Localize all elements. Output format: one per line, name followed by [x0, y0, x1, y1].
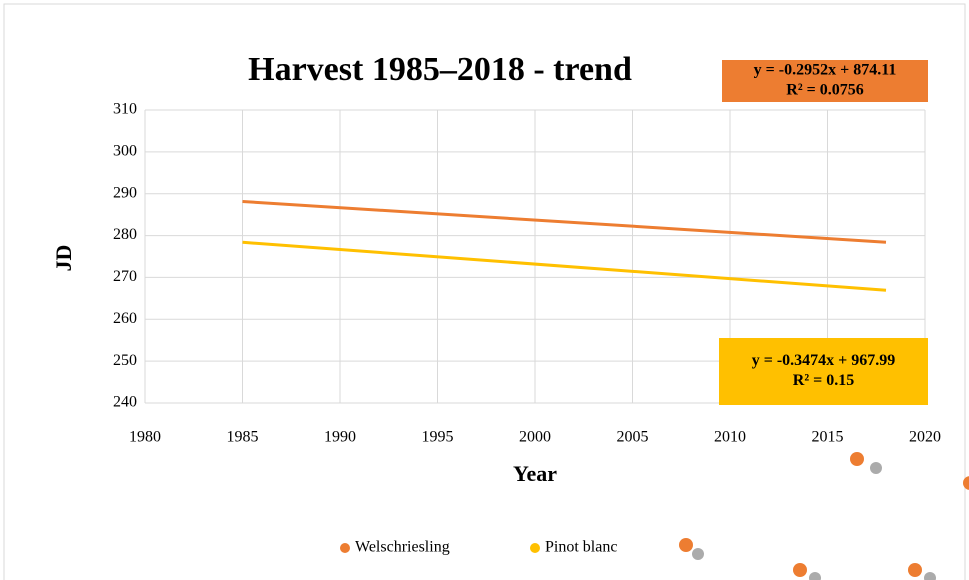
- trend-line: [242, 240, 887, 292]
- x-tick-label: 1980: [129, 429, 161, 446]
- x-tick-label: 2005: [617, 429, 649, 446]
- annotation-text: R² = 0.15: [793, 372, 854, 389]
- y-tick-label: 300: [113, 143, 137, 160]
- annotation-text: R² = 0.0756: [786, 82, 863, 99]
- x-tick-label: 1985: [227, 429, 259, 446]
- chart-title: Harvest 1985–2018 - trend: [248, 51, 632, 88]
- y-tick-label: 280: [113, 226, 137, 243]
- annotation-box: [719, 338, 928, 405]
- annotation-text: y = -0.3474x + 967.99: [752, 352, 896, 369]
- y-tick-label: 310: [113, 101, 137, 118]
- legend-label: Pinot blanc: [545, 539, 617, 556]
- y-tick-label: 240: [113, 394, 137, 411]
- y-tick-label: 270: [113, 268, 137, 285]
- x-tick-label: 2010: [714, 429, 746, 446]
- annotation-text: y = -0.2952x + 874.11: [754, 62, 897, 79]
- x-tick-label: 1995: [422, 429, 454, 446]
- decorative-dots: [679, 452, 969, 580]
- y-tick-label: 290: [113, 184, 137, 201]
- legend-marker: [530, 543, 540, 553]
- annotation-box: [722, 60, 928, 102]
- x-tick-label: 2015: [812, 429, 844, 446]
- x-tick-label: 1990: [324, 429, 356, 446]
- legend-label: Welschriesling: [355, 539, 450, 556]
- y-tick-label: 260: [113, 310, 137, 327]
- y-tick-label: 250: [113, 352, 137, 369]
- x-tick-label: 2000: [519, 429, 551, 446]
- x-tick-label: 2020: [909, 429, 941, 446]
- legend-marker: [340, 543, 350, 553]
- trend-line: [242, 200, 887, 244]
- y-axis-label: JD: [51, 245, 76, 272]
- x-axis-label: Year: [513, 461, 557, 486]
